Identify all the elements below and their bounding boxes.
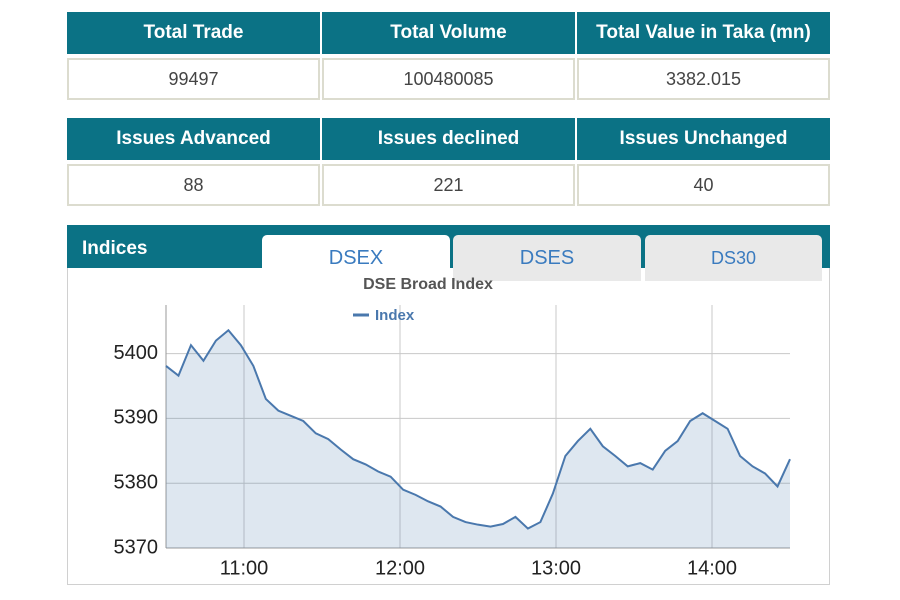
header-cell: Issues Unchanged: [577, 118, 830, 160]
value-cell: 88: [67, 164, 320, 206]
tab[interactable]: DSES: [453, 235, 641, 281]
line: [165, 328, 791, 530]
header-cell: Issues Advanced: [67, 118, 320, 160]
y-tick-label: 5380: [114, 471, 159, 493]
y-tick-label: 5390: [114, 407, 159, 429]
issues-table: Issues Advanced Issues declined Issues U…: [67, 118, 830, 206]
table: Issues Advanced Issues declined Issues U…: [65, 114, 832, 210]
header-cell: Total Volume: [322, 12, 575, 54]
header-cell: Total Value in Taka (mn): [577, 12, 830, 54]
x-tick-label: 13:00: [531, 557, 581, 579]
legend-label: Index: [375, 307, 415, 324]
x-tick-label: 11:00: [220, 557, 269, 579]
indices-title: Indices: [82, 238, 148, 259]
summary-table: Total Trade Total Volume Total Value in …: [67, 12, 830, 100]
header-cell: Total Trade: [67, 12, 320, 54]
tab-active[interactable]: DSEX: [262, 235, 450, 285]
value-cell: 100480085: [322, 58, 575, 100]
area: [166, 330, 790, 548]
chart-frame: [67, 268, 830, 585]
x-tick-label: 14:00: [687, 557, 737, 579]
x-tick-label: 12:00: [375, 557, 425, 579]
value-cell: 3382.015: [577, 58, 830, 100]
tab[interactable]: DS30: [645, 235, 822, 281]
table: Total Trade Total Volume Total Value in …: [65, 8, 832, 104]
chart: DSE Broad Index 5370 5380 5390 5400 11:00 12:…: [114, 276, 791, 579]
y-tick-label: 5400: [114, 342, 159, 364]
y-tick-label: 5370: [114, 536, 159, 558]
value-cell: 40: [577, 164, 830, 206]
header-cell: Issues declined: [322, 118, 575, 160]
chart-title: DSE Broad Index: [363, 276, 493, 293]
value-cell: 99497: [67, 58, 320, 100]
value-cell: 221: [322, 164, 575, 206]
